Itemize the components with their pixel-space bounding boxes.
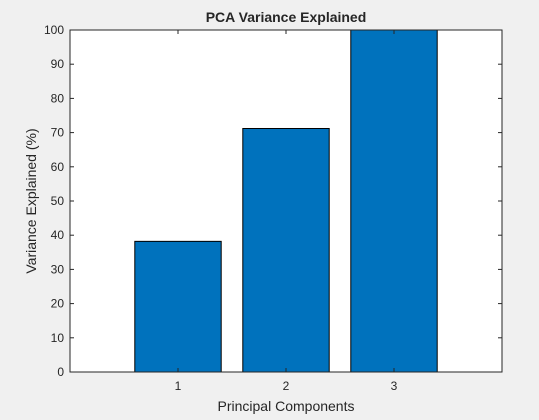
y-tick-label: 50 (51, 194, 65, 208)
x-tick-label: 1 (175, 379, 182, 393)
x-tick-label: 3 (391, 379, 398, 393)
x-tick-label: 2 (283, 379, 290, 393)
y-tick-label: 30 (51, 262, 65, 276)
y-tick-label: 100 (44, 23, 64, 37)
y-axis-label: Variance Explained (%) (23, 128, 39, 273)
bar-3 (351, 30, 437, 372)
y-tick-label: 80 (51, 91, 65, 105)
bar-1 (135, 241, 221, 372)
bar-2 (243, 128, 329, 372)
y-tick-label: 10 (51, 331, 65, 345)
y-tick-label: 20 (51, 297, 65, 311)
y-tick-label: 70 (51, 126, 65, 140)
y-tick-label: 60 (51, 160, 65, 174)
y-tick-label: 40 (51, 228, 65, 242)
y-tick-label: 90 (51, 57, 65, 71)
y-tick-label: 0 (57, 365, 64, 379)
chart-title: PCA Variance Explained (206, 9, 367, 25)
x-axis-label: Principal Components (218, 398, 355, 414)
